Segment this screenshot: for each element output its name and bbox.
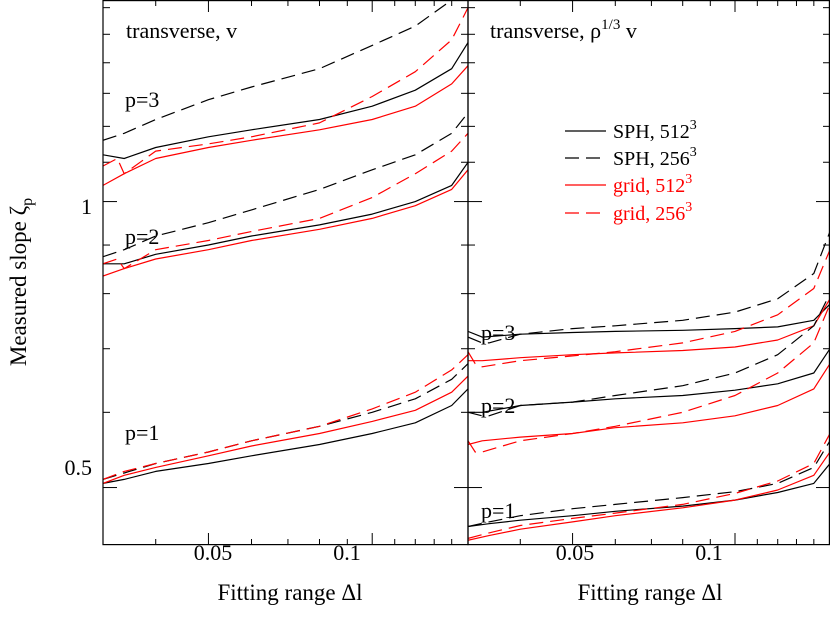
- y-axis-label-sub: p: [19, 198, 36, 206]
- legend-label-sph-512: SPH, 5123: [613, 118, 697, 143]
- right-series-line-8: [468, 463, 830, 528]
- right-label-p2: p=2: [481, 393, 515, 418]
- left-x-axis-label: Fitting range Δl: [217, 580, 362, 605]
- panel-right: transverse, ρ1/3 v p=3 p=2 p=1 0.05 0.1 …: [468, 0, 830, 605]
- left-label-p1: p=1: [125, 420, 159, 445]
- right-series-line-6: [468, 363, 830, 446]
- right-x-tick-label-01: 0.1: [695, 540, 723, 565]
- left-series-line-0: [103, 42, 468, 160]
- right-series-line-10: [468, 451, 830, 541]
- right-panel-frame: [467, 0, 830, 546]
- legend-label-grid-256: grid, 2563: [613, 200, 692, 225]
- y-tick-label-1: 1: [81, 194, 92, 219]
- left-ticks: [103, 0, 468, 545]
- right-x-axis-label: Fitting range Δl: [577, 580, 722, 605]
- right-series-line-3: [468, 249, 830, 368]
- left-series-line-2: [103, 65, 468, 186]
- left-series-line-5: [103, 112, 468, 258]
- y-tick-label-05: 0.5: [65, 455, 93, 480]
- panel-left: transverse, v p=3 p=2 p=1 0.05 0.1 Fitti…: [103, 0, 468, 605]
- right-series-line-1: [468, 231, 830, 344]
- left-series-line-7: [103, 132, 468, 270]
- y-axis-label: Measured slope ζp: [6, 198, 36, 366]
- left-series-line-10: [103, 375, 468, 484]
- right-label-p1: p=1: [481, 498, 515, 523]
- right-panel-title-end: v: [620, 18, 637, 43]
- left-series-lines: [103, 0, 468, 484]
- left-series-line-11: [103, 354, 468, 480]
- right-panel-title-sup: 1/3: [601, 17, 620, 33]
- right-series-line-4: [468, 348, 830, 413]
- right-x-tick-label-005: 0.05: [556, 540, 595, 565]
- left-series-line-3: [103, 7, 468, 175]
- right-ticks: [468, 0, 830, 545]
- legend-label-sph-256: SPH, 2563: [613, 145, 697, 170]
- right-label-p3: p=3: [481, 320, 515, 345]
- right-series-line-0: [468, 303, 830, 338]
- right-series-line-5: [468, 293, 830, 417]
- left-series-line-1: [103, 0, 453, 141]
- right-series-line-11: [468, 433, 830, 539]
- right-panel-title-main: transverse, ρ: [490, 18, 601, 43]
- right-series-line-7: [468, 303, 830, 453]
- right-series-line-2: [468, 298, 830, 362]
- left-panel-frame: [102, 0, 469, 546]
- left-series-line-8: [103, 388, 468, 484]
- right-series-lines: [468, 231, 830, 541]
- right-series-line-9: [468, 440, 830, 528]
- legend-label-grid-512: grid, 5123: [613, 172, 692, 197]
- left-x-tick-label-005: 0.05: [194, 540, 233, 565]
- left-label-p3: p=3: [125, 87, 159, 112]
- left-x-tick-label-01: 0.1: [333, 540, 361, 565]
- left-label-p2: p=2: [125, 224, 159, 249]
- left-series-line-9: [103, 363, 468, 480]
- right-panel-title: transverse, ρ1/3 v: [490, 17, 637, 43]
- left-panel-title: transverse, v: [126, 18, 237, 43]
- legend: SPH, 5123 SPH, 2563 grid, 5123 grid, 256…: [565, 118, 697, 225]
- y-axis-label-main: Measured slope ζ: [6, 206, 31, 366]
- left-series-line-6: [103, 169, 468, 277]
